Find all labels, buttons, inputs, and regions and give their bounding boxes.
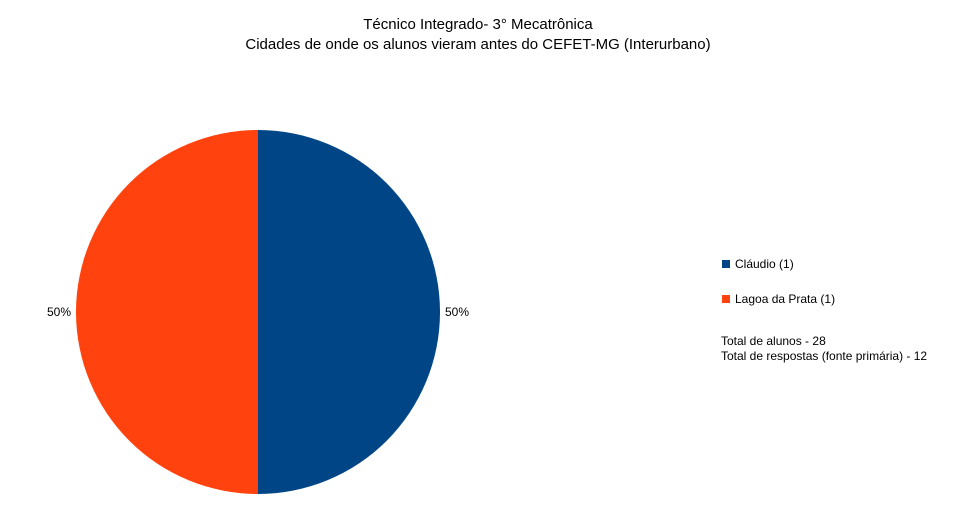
legend-swatch-claudio: [722, 259, 730, 268]
legend-item-claudio: Cláudio (1): [722, 256, 835, 272]
chart-legend: Cláudio (1) Lagoa da Prata (1): [722, 256, 835, 326]
legend-label-lagoa-da-prata: Lagoa da Prata (1): [735, 292, 836, 306]
legend-swatch-lagoa-da-prata: [722, 294, 730, 303]
note-total-alunos: Total de alunos - 28: [721, 334, 826, 348]
slice-label-lagoa-da-prata: 50%: [47, 305, 71, 319]
chart-subtitle: Cidades de onde os alunos vieram antes d…: [245, 36, 711, 53]
legend-label-claudio: Cláudio (1): [735, 257, 794, 271]
chart-title-block: Técnico Integrado- 3° Mecatrônica Cidade…: [0, 15, 956, 55]
slice-label-claudio: 50%: [445, 305, 469, 319]
legend-item-lagoa-da-prata: Lagoa da Prata (1): [722, 291, 835, 307]
chart-notes: Total de alunos - 28 Total de respostas …: [721, 334, 927, 364]
pie-slice-lagoa-da-prata: [76, 130, 258, 494]
pie-slice-claudio: [258, 130, 440, 494]
chart-title: Técnico Integrado- 3° Mecatrônica: [363, 16, 593, 33]
note-total-respostas: Total de respostas (fonte primária) - 12: [721, 349, 928, 363]
